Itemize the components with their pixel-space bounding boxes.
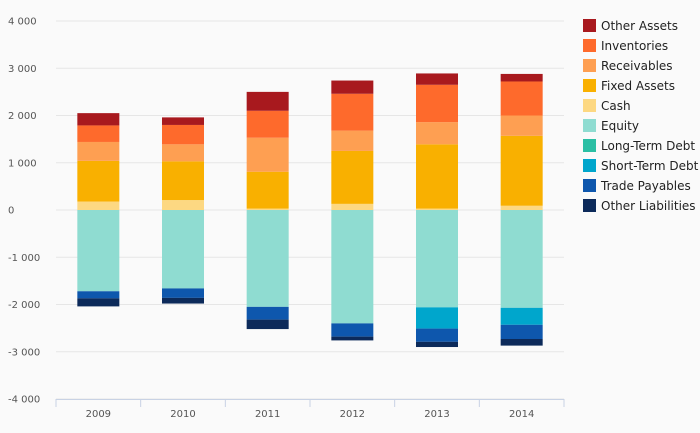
bar-segment-receivables <box>162 144 204 162</box>
y-tick-label: 2 000 <box>8 111 37 122</box>
x-tick-label: 2011 <box>255 409 280 420</box>
bar-segment-other-assets <box>162 117 204 125</box>
bar-segment-other-assets <box>500 73 543 82</box>
y-axis: 4 000 3 000 2 000 1 000 0 -1 000 -2 000 -3 000 -… <box>8 17 40 406</box>
legend-label-other-assets: Other Assets <box>601 19 678 33</box>
legend-swatch-other-liabilities <box>583 199 596 212</box>
x-tick-label: 2009 <box>86 409 111 420</box>
bar-segment-other-assets <box>416 73 458 85</box>
x-tick-label: 2012 <box>340 409 365 420</box>
legend-swatch-inventories <box>583 39 596 52</box>
bar-segment-other-assets <box>246 91 289 111</box>
bar-segment-inventories <box>246 110 289 138</box>
legend-label-trade-payables: Trade Payables <box>600 179 691 193</box>
bar-segment-trade-payables <box>416 328 458 342</box>
legend-swatch-equity <box>583 119 596 132</box>
bar-segment-receivables <box>77 141 120 161</box>
bar-segment-other-assets <box>331 80 374 94</box>
y-tick-label: -3 000 <box>8 347 40 358</box>
legend: Other Assets Inventories Receivables Fixed … <box>583 19 699 213</box>
legend-swatch-receivables <box>583 59 596 72</box>
x-tick-label: 2013 <box>424 409 449 420</box>
gridlines <box>56 20 564 400</box>
bar-segment-equity <box>246 210 289 307</box>
bar-segment-cash <box>416 208 458 210</box>
bar-segment-inventories <box>416 84 458 123</box>
bar-segment-inventories <box>331 93 374 131</box>
bars <box>77 73 543 348</box>
bar-segment-other-liabilities <box>416 341 458 348</box>
bar-segment-fixed-assets <box>246 171 289 209</box>
y-tick-label: -1 000 <box>8 253 40 264</box>
bar-segment-trade-payables <box>500 324 543 339</box>
y-tick-label: 4 000 <box>8 17 37 28</box>
x-tick-label: 2010 <box>170 409 195 420</box>
bar-segment-short-term-debt <box>500 307 543 325</box>
legend-label-cash: Cash <box>601 99 631 113</box>
bar-segment-equity <box>77 210 120 292</box>
legend-label-long-term-debt: Long-Term Debt <box>601 139 695 153</box>
bar-segment-cash <box>162 200 204 210</box>
bar-segment-receivables <box>500 115 543 136</box>
bar-segment-other-liabilities <box>77 298 120 307</box>
y-tick-label: 1 000 <box>8 158 37 169</box>
bar-segment-receivables <box>246 137 289 172</box>
legend-label-receivables: Receivables <box>601 59 673 73</box>
bar-segment-equity <box>331 210 374 324</box>
bar-segment-short-term-debt <box>416 307 458 329</box>
bar-segment-cash <box>500 205 543 210</box>
bar-segment-trade-payables <box>162 288 204 298</box>
legend-label-equity: Equity <box>601 119 639 133</box>
bar-segment-fixed-assets <box>416 144 458 209</box>
bar-segment-equity <box>500 210 543 308</box>
bar-segment-other-liabilities <box>246 319 289 330</box>
y-tick-label: -4 000 <box>8 395 40 406</box>
legend-label-fixed-assets: Fixed Assets <box>601 79 675 93</box>
bar-segment-trade-payables <box>331 323 374 337</box>
bar-segment-trade-payables <box>77 291 120 299</box>
bar-segment-cash <box>77 201 120 210</box>
legend-swatch-long-term-debt <box>583 139 596 152</box>
bar-segment-receivables <box>416 122 458 145</box>
bar-segment-fixed-assets <box>162 161 204 201</box>
bar-segment-fixed-assets <box>77 160 120 202</box>
legend-swatch-other-assets <box>583 19 596 32</box>
bar-segment-inventories <box>500 81 543 116</box>
bar-segment-cash <box>246 208 289 210</box>
bar-segment-fixed-assets <box>331 150 374 204</box>
bar-segment-other-assets <box>77 113 120 126</box>
bar-segment-fixed-assets <box>500 135 543 206</box>
bar-segment-cash <box>331 203 374 210</box>
bar-segment-trade-payables <box>246 306 289 320</box>
legend-label-inventories: Inventories <box>601 39 668 53</box>
x-axis: 2009 2010 2011 2012 2013 2014 <box>55 399 565 420</box>
y-tick-label: 0 <box>8 206 14 217</box>
bar-segment-receivables <box>331 130 374 151</box>
bar-segment-inventories <box>162 124 204 145</box>
x-tick-label: 2014 <box>509 409 534 420</box>
bar-segment-inventories <box>77 125 120 142</box>
legend-swatch-trade-payables <box>583 179 596 192</box>
legend-label-other-liabilities: Other Liabilities <box>601 199 696 213</box>
bar-segment-other-liabilities <box>500 338 543 346</box>
bar-segment-other-liabilities <box>162 297 204 304</box>
bar-segment-equity <box>162 210 204 289</box>
y-tick-label: -2 000 <box>8 300 40 311</box>
legend-swatch-short-term-debt <box>583 159 596 172</box>
y-tick-label: 3 000 <box>8 64 37 75</box>
legend-swatch-cash <box>583 99 596 112</box>
bar-segment-equity <box>416 210 458 308</box>
legend-label-short-term-debt: Short-Term Debt <box>601 159 699 173</box>
legend-swatch-fixed-assets <box>583 79 596 92</box>
bar-segment-other-liabilities <box>331 336 374 341</box>
